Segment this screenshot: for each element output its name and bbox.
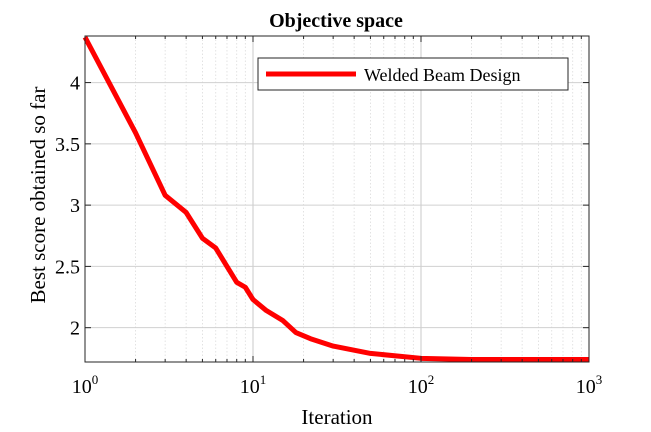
x-tick-label: 102 [408,372,435,398]
y-tick-label: 2.5 [55,256,80,278]
x-tick-label: 101 [240,372,267,398]
y-tick-label: 3 [70,195,80,217]
x-tick-label-base: 10 [240,376,260,398]
y-axis-label: Best score obtained so far [26,87,50,304]
x-tick-label-base: 10 [72,376,92,398]
x-tick-label: 103 [576,372,603,398]
legend-label: Welded Beam Design [364,65,521,85]
x-tick-label-exponent: 2 [428,372,435,387]
axes-frame [84,35,590,363]
legend: Welded Beam Design [257,57,569,91]
y-tick-label: 3.5 [55,134,80,156]
x-tick-label-base: 10 [408,376,428,398]
chart-title: Objective space [269,10,403,32]
x-tick-label-exponent: 1 [260,372,267,387]
series-layer [82,36,589,363]
y-tick-label: 2 [70,318,80,340]
x-tick-label-base: 10 [576,376,596,398]
y-tick-label: 4 [70,73,80,95]
x-tick-label: 100 [72,372,99,398]
x-tick-label-exponent: 3 [596,372,603,387]
x-tick-label-exponent: 0 [92,372,99,387]
series-line-0 [82,36,589,363]
x-axis-label: Iteration [301,405,373,429]
